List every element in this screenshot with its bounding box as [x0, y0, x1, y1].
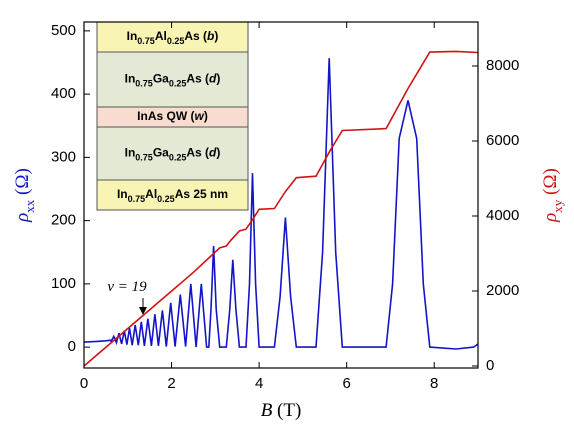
- data-line: [83, 58, 479, 350]
- layer-label-part: As 25 nm: [175, 187, 228, 201]
- layer-label-part: d: [209, 72, 217, 86]
- layer-label-part: Al: [145, 187, 157, 201]
- y-tick-label: 100: [51, 275, 76, 292]
- y2-tick-label: 8000: [486, 57, 519, 74]
- y-axis-label: ρxx (Ω): [12, 168, 37, 223]
- layer-label-part: As (: [184, 29, 207, 43]
- x-axis-label-part: (T): [272, 400, 301, 421]
- annotation-part: ν = 19: [107, 279, 147, 295]
- layer-label-part: In: [125, 146, 136, 160]
- layer-label-part: 0.25: [167, 36, 185, 46]
- annotation: ν = 19: [107, 279, 147, 295]
- y2-axis-label-part: xy: [550, 199, 565, 213]
- layer-label-part: 0.75: [135, 79, 153, 89]
- layer-label: In0.75Ga0.25As (d): [125, 146, 221, 163]
- data-line: [83, 50, 479, 367]
- x-axis-label: B (T): [261, 400, 302, 421]
- layer-label: In0.75Al0.25As (b): [127, 29, 219, 46]
- plot-frame: [83, 21, 479, 369]
- x-axis-label-part: B: [261, 400, 273, 421]
- y-tick-label: 200: [51, 212, 76, 229]
- layer-box: [96, 21, 249, 53]
- layer-label-part: 0.75: [135, 153, 153, 163]
- layer-label-part: ): [216, 146, 220, 160]
- layer-label-part: 0.25: [157, 194, 175, 204]
- y2-tick-label: 0: [486, 357, 494, 374]
- layer-label-part: As (: [186, 72, 209, 86]
- layer-label: In0.75Ga0.25As (d): [125, 72, 221, 89]
- y-tick-label: 0: [68, 338, 76, 355]
- y2-axis-label: ρxy (Ω): [540, 168, 565, 223]
- layer-box: [96, 51, 249, 108]
- layer-box: [96, 126, 249, 181]
- x-tick-label: 6: [342, 375, 350, 392]
- y2-tick-label: 4000: [486, 207, 519, 224]
- x-tick-label: 2: [167, 375, 175, 392]
- annotation-arrowhead: [139, 307, 147, 315]
- layer-label-part: In: [117, 187, 128, 201]
- y2-tick-label: 2000: [486, 282, 519, 299]
- layer-label-part: w: [194, 109, 204, 123]
- y-axis-label-part: xx: [22, 199, 37, 213]
- layer-label-part: ): [204, 109, 208, 123]
- layer-label-part: InAs QW (: [137, 109, 194, 123]
- layer-label-part: Al: [155, 29, 167, 43]
- layer-label-part: d: [209, 146, 217, 160]
- layer-label-part: Ga: [153, 72, 169, 86]
- layer-label-part: 0.25: [169, 153, 187, 163]
- y2-axis-label-part: (Ω): [540, 168, 561, 200]
- layer-box: [96, 179, 249, 211]
- layer-label-part: b: [207, 29, 214, 43]
- layer-label-part: ): [216, 72, 220, 86]
- layer-label-part: As (: [186, 146, 209, 160]
- y-tick-label: 400: [51, 85, 76, 102]
- layer-label-part: 0.25: [169, 79, 187, 89]
- x-tick-label: 0: [80, 375, 88, 392]
- y-axis-label-part: ρ: [12, 213, 33, 223]
- y-axis-label-part: (Ω): [12, 168, 33, 200]
- layer-label: InAs QW (w): [137, 109, 208, 123]
- y-tick-label: 500: [51, 22, 76, 39]
- layer-label-part: In: [127, 29, 138, 43]
- x-tick-label: 8: [430, 375, 438, 392]
- layer-label-part: Ga: [153, 146, 169, 160]
- layer-label-part: In: [125, 72, 136, 86]
- layer-label: In0.75Al0.25As 25 nm: [117, 187, 228, 204]
- y-tick-label: 300: [51, 148, 76, 165]
- x-tick-label: 4: [255, 375, 263, 392]
- layer-label-part: 0.75: [137, 36, 155, 46]
- layer-label-part: 0.75: [128, 194, 146, 204]
- layer-label-part: ): [214, 29, 218, 43]
- y2-axis-label-part: ρ: [540, 213, 561, 223]
- y2-tick-label: 6000: [486, 132, 519, 149]
